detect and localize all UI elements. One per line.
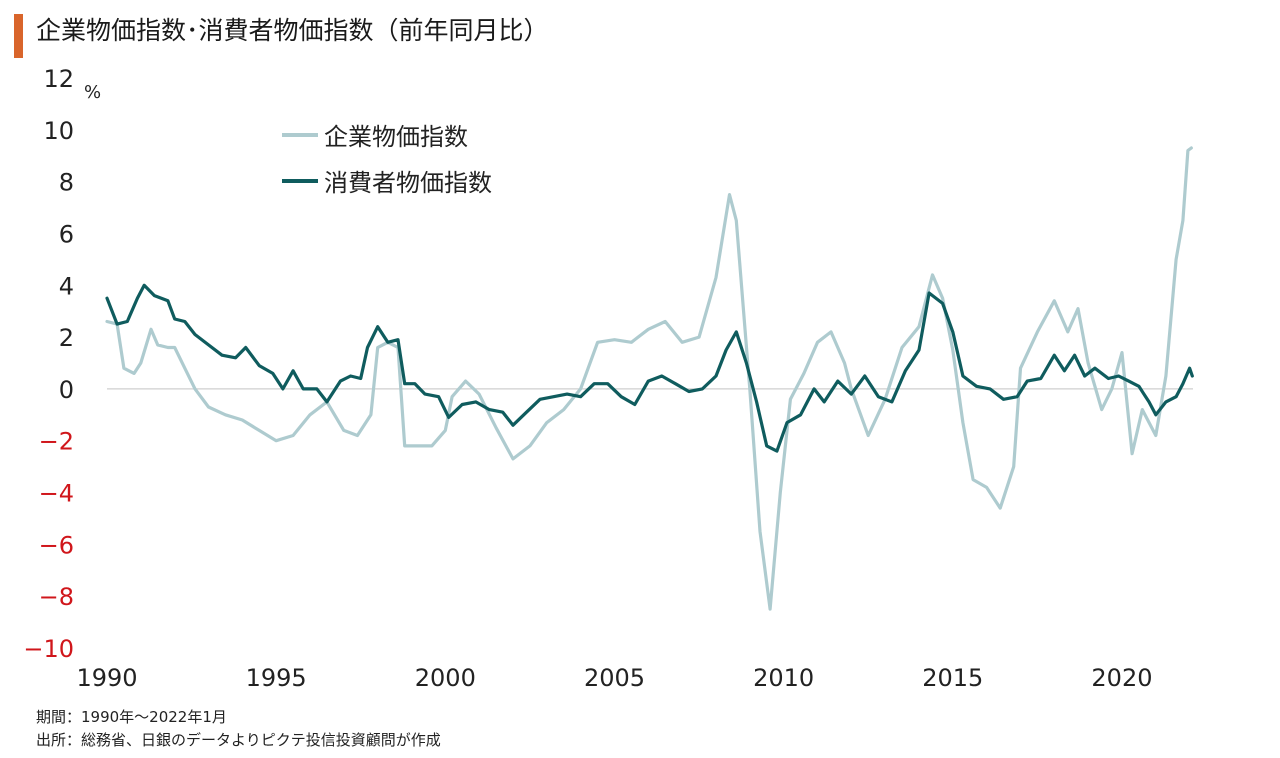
- chart-title: 企業物価指数･消費者物価指数（前年同月比）: [36, 16, 549, 45]
- y-tick-label: 6: [59, 220, 74, 248]
- y-tick-label: −6: [39, 531, 74, 559]
- legend-label: 企業物価指数: [324, 123, 468, 151]
- y-tick-label: −4: [39, 480, 74, 508]
- title-accent-bar: [14, 14, 23, 58]
- cgpi-line: [105, 146, 1193, 611]
- y-tick-label: 12: [43, 65, 74, 93]
- y-tick-label: 4: [59, 272, 74, 300]
- x-tick-label: 2020: [1091, 664, 1152, 692]
- x-tick-label: 1995: [246, 664, 307, 692]
- y-tick-label: 0: [59, 376, 74, 404]
- x-tick-label: 2010: [753, 664, 814, 692]
- y-unit-label: %: [84, 82, 101, 103]
- x-tick-label: 2005: [584, 664, 645, 692]
- y-axis: 12 10 8 6 4 2 0 −2 −4 −6 −8 −10: [23, 65, 74, 663]
- x-tick-label: 2000: [415, 664, 476, 692]
- x-tick-label: 2015: [922, 664, 983, 692]
- line-chart: 12 10 8 6 4 2 0 −2 −4 −6 −8 −10 1990 1995 2000 2005 201…: [23, 65, 1194, 692]
- source-note: 出所：総務省、日銀のデータよりピクテ投信投資顧問が作成: [36, 731, 441, 749]
- period-note: 期間：1990年～2022年1月: [36, 708, 227, 726]
- series-lines: [105, 146, 1194, 611]
- y-tick-label: −10: [23, 635, 74, 663]
- y-tick-label: −2: [39, 428, 74, 456]
- y-tick-label: 10: [43, 117, 74, 145]
- y-tick-label: 2: [59, 324, 74, 352]
- footnotes: 期間：1990年～2022年1月 出所：総務省、日銀のデータよりピクテ投信投資顧…: [36, 706, 441, 752]
- legend-label: 消費者物価指数: [324, 169, 492, 197]
- cpi-line: [105, 283, 1194, 453]
- y-tick-label: −8: [39, 583, 74, 611]
- y-tick-label: 8: [59, 169, 74, 197]
- x-tick-label: 1990: [76, 664, 137, 692]
- x-axis: 1990 1995 2000 2005 2010 2015 2020: [76, 664, 1152, 692]
